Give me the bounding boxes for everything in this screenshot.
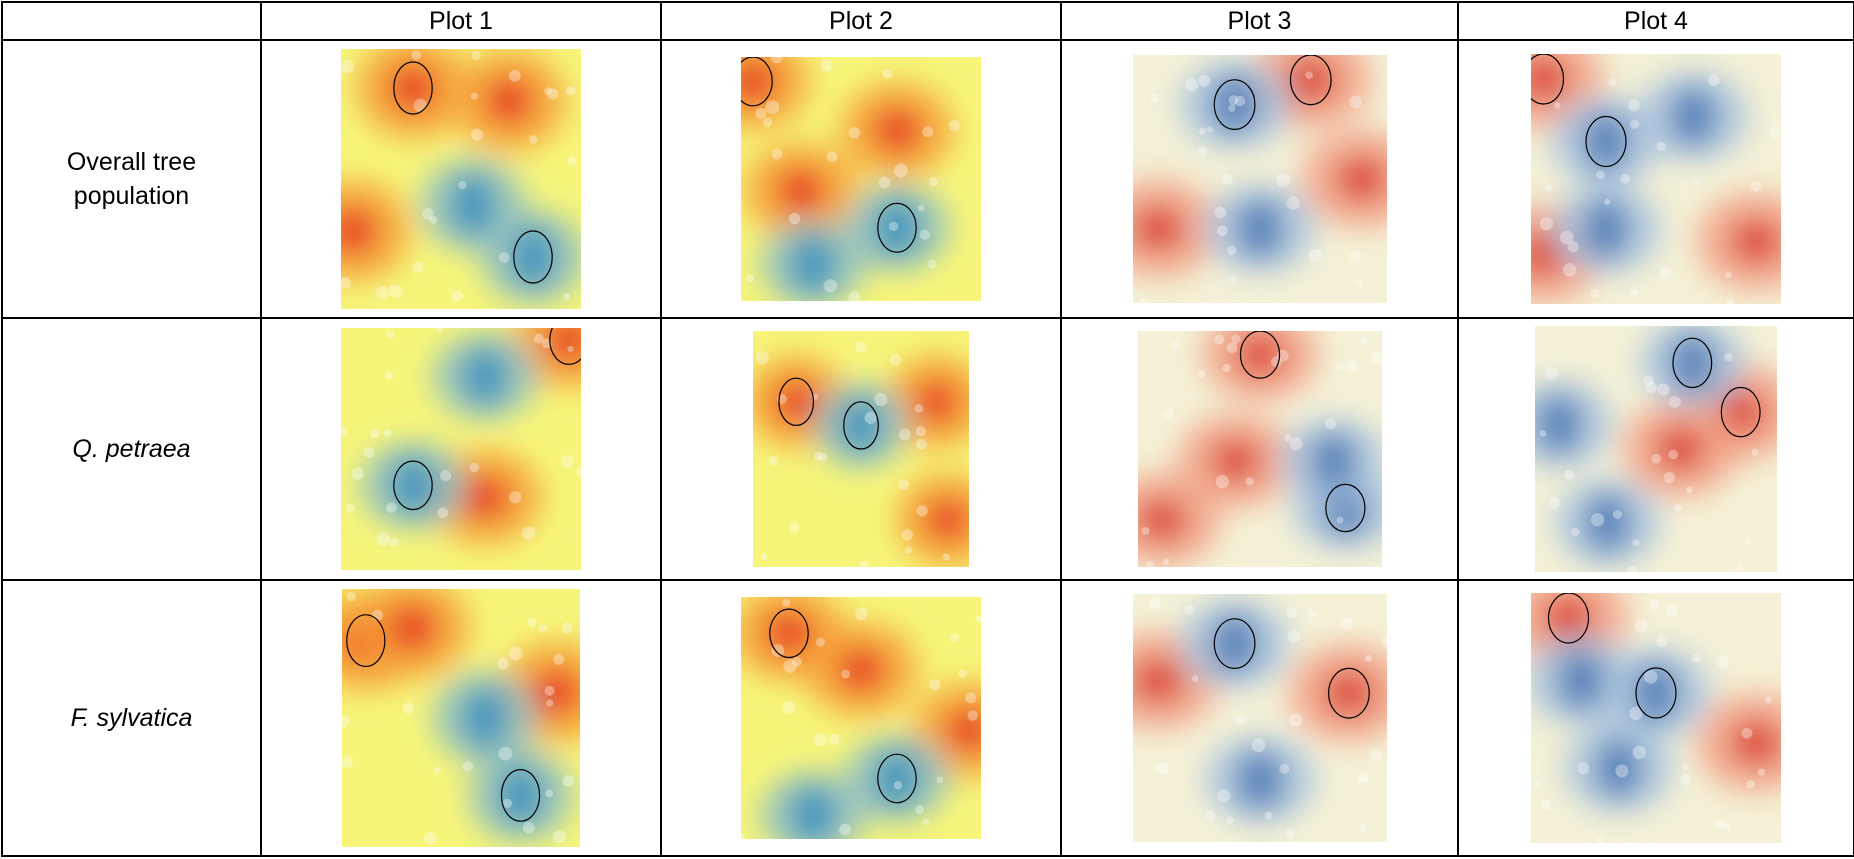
heatmap-image <box>1132 594 1387 843</box>
row-label-line: Q. petraea <box>72 435 191 464</box>
corner-cell <box>1 1 262 41</box>
map-cell <box>1457 39 1854 319</box>
column-header-plot-2: Plot 2 <box>660 1 1062 41</box>
map-cell <box>260 39 662 319</box>
map-cell <box>260 316 662 582</box>
heatmap-image <box>741 56 981 301</box>
column-header-plot-3: Plot 3 <box>1060 1 1459 41</box>
map-cell <box>660 316 1062 582</box>
column-header-plot-1: Plot 1 <box>260 1 662 41</box>
column-header-plot-4: Plot 4 <box>1457 1 1854 41</box>
row-q-petraea: Q. petraea <box>1 316 1854 582</box>
heatmap-image <box>341 48 581 309</box>
map-cell <box>1060 316 1459 582</box>
heatmap-image <box>753 331 969 568</box>
map-cell <box>660 579 1062 857</box>
map-cell <box>660 39 1062 319</box>
row-label-overall-tree-population: Overall tree population <box>1 39 262 319</box>
heatmap-image <box>1531 53 1781 304</box>
header-row: Plot 1 Plot 2 Plot 3 Plot 4 <box>1 1 1854 41</box>
row-label-q-petraea: Q. petraea <box>1 316 262 582</box>
map-cell <box>260 579 662 857</box>
row-label-line: Overall tree <box>66 147 197 176</box>
heatmap-image <box>1531 593 1781 844</box>
row-f-sylvatica: F. sylvatica <box>1 579 1854 857</box>
heatmap-image <box>1137 331 1382 568</box>
heatmap-image <box>342 589 580 848</box>
map-cell <box>1457 316 1854 582</box>
row-label-f-sylvatica: F. sylvatica <box>1 579 262 857</box>
heatmap-image <box>341 328 581 571</box>
heatmap-image <box>1535 326 1777 573</box>
heatmap-image <box>1132 54 1387 303</box>
map-cell <box>1060 579 1459 857</box>
map-cell <box>1060 39 1459 319</box>
map-cell <box>1457 579 1854 857</box>
row-label-line: population <box>73 181 190 210</box>
row-overall-tree-population: Overall tree population <box>1 39 1854 319</box>
heatmap-image <box>741 597 981 840</box>
row-label-line: F. sylvatica <box>70 704 193 733</box>
